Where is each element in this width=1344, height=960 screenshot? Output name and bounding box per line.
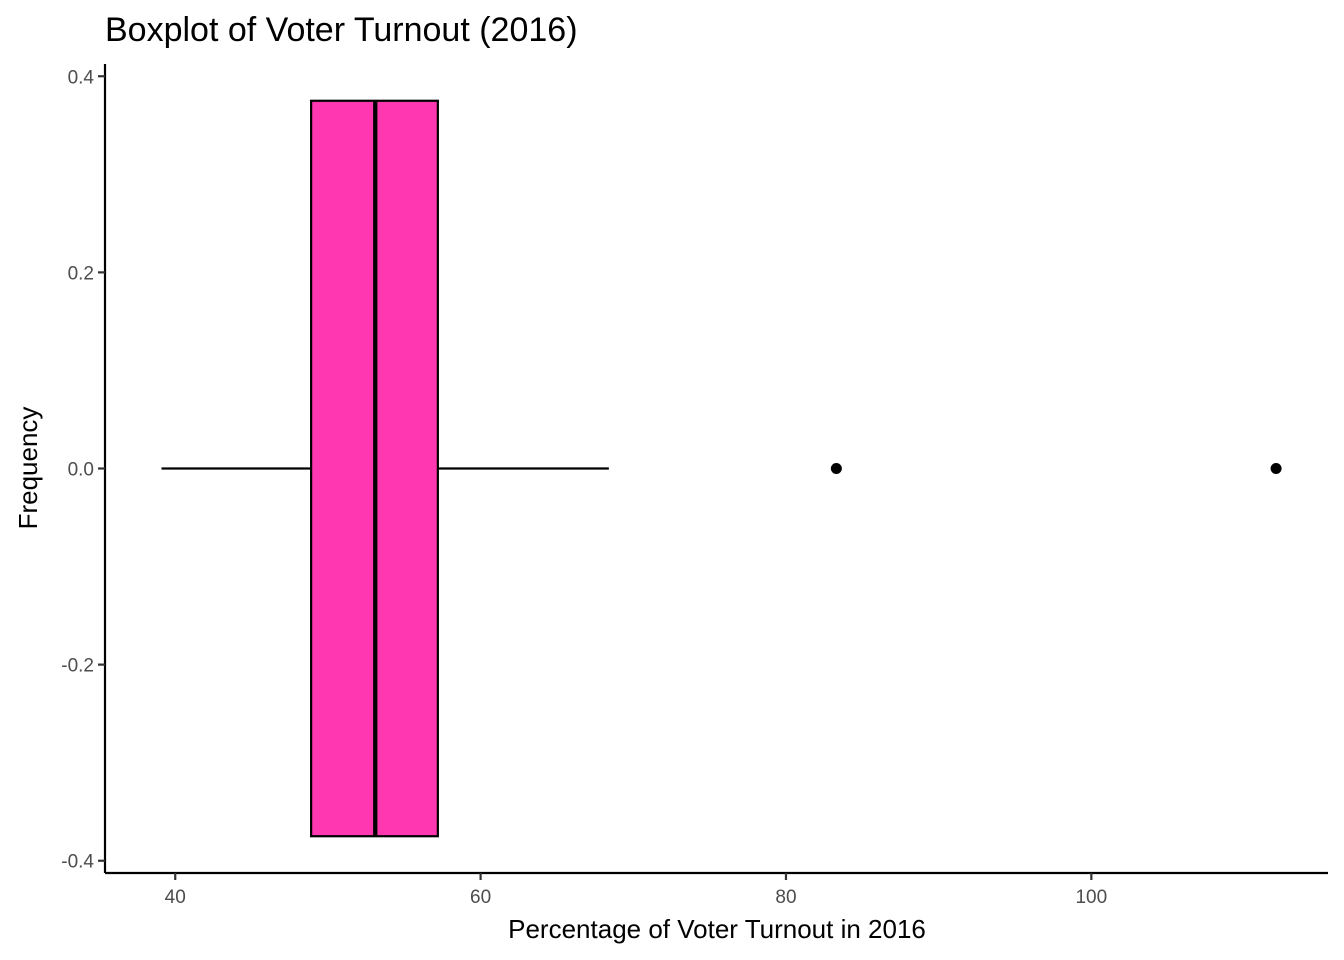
y-tick-label: -0.4 [61,852,94,873]
y-axis-label: Frequency [13,407,43,530]
chart-title: Boxplot of Voter Turnout (2016) [105,11,578,49]
y-tick-label: 0.2 [68,263,94,284]
outlier-point-1 [1270,463,1282,474]
x-tick-label: 80 [775,887,796,908]
y-tick-label: 0.0 [68,460,94,481]
plot-area [161,99,1282,838]
x-tick-label: 100 [1075,887,1107,908]
x-tick-label: 40 [165,887,186,908]
x-axis-label: Percentage of Voter Turnout in 2016 [508,914,926,944]
outlier-point-0 [830,463,842,474]
y-tick-label: -0.2 [61,656,94,677]
y-axis: -0.4 -0.2 0.0 0.2 0.4 [61,64,107,873]
x-tick-label: 60 [470,887,491,908]
x-axis: 40 60 80 100 [105,871,1328,908]
y-tick-label: 0.4 [68,67,95,88]
